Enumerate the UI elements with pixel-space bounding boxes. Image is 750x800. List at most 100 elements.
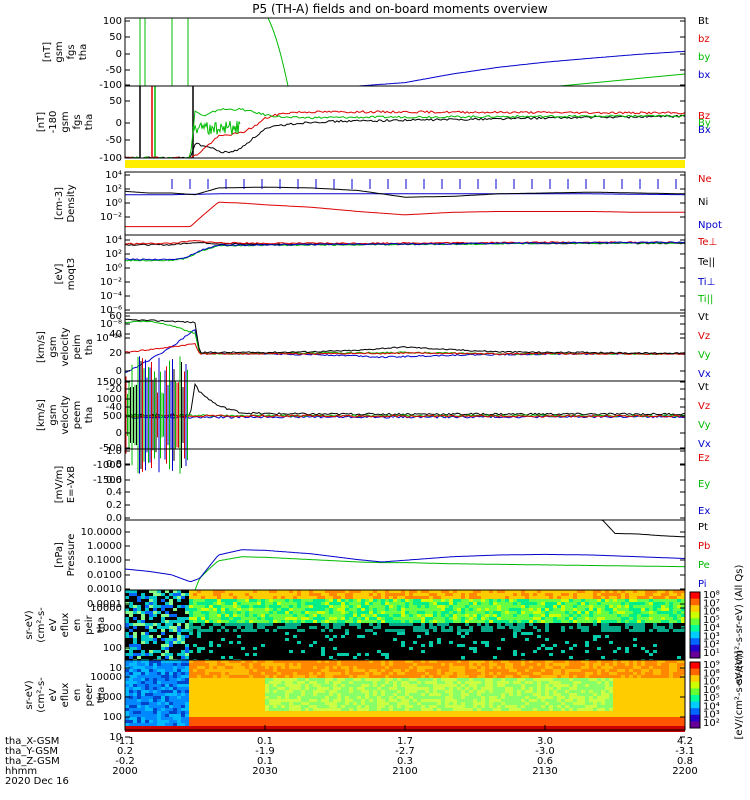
ion-spectrogram-cell [333, 623, 337, 626]
ion-spectrogram-cell [585, 644, 589, 647]
ion-spectrogram-cell [493, 623, 497, 626]
electron-spectrogram-cell [269, 696, 273, 699]
ion-spectrogram-cell [245, 632, 249, 635]
ion-spectrogram-cell [537, 653, 541, 656]
ion-spectrogram-cell [517, 593, 521, 596]
electron-spectrogram-cell [333, 672, 337, 675]
electron-spectrogram-cell [129, 684, 133, 687]
ion-spectrogram-cell [277, 614, 281, 617]
ion-spectrogram-cell [349, 644, 353, 647]
ion-spectrogram-cell [465, 614, 469, 617]
ion-spectrogram-cell [241, 620, 245, 623]
ion-spectrogram-cell [677, 641, 681, 644]
ion-spectrogram-cell [361, 626, 365, 629]
electron-spectrogram-cell [141, 714, 145, 717]
ion-spectrogram-cell [621, 605, 625, 608]
ion-spectrogram-cell [261, 593, 265, 596]
electron-spectrogram-cell [217, 687, 221, 690]
ion-spectrogram-cell [189, 620, 193, 623]
electron-spectrogram-cell [181, 726, 185, 729]
ion-spectrogram-cell [261, 596, 265, 599]
electron-spectrogram-cell [241, 717, 245, 720]
ion-spectrogram-cell [465, 593, 469, 596]
ion-spectrogram-cell [145, 611, 149, 614]
electron-spectrogram-cell [253, 669, 257, 672]
ion-spectrogram-cell [265, 632, 269, 635]
ion-spectrogram-cell [425, 653, 429, 656]
electron-spectrogram-cell [233, 726, 237, 729]
ion-spectrogram-cell [553, 611, 557, 614]
ion-spectrogram-cell [413, 638, 417, 641]
ion-spectrogram-cell [417, 641, 421, 644]
ion-spectrogram-cell [481, 623, 485, 626]
ion-spectrogram-cell [405, 599, 409, 602]
electron-spectrogram-cell [341, 726, 345, 729]
ion-spectrogram-cell [573, 593, 577, 596]
electron-spectrogram-cell [217, 717, 221, 720]
ion-spectrogram-cell [429, 620, 433, 623]
ion-spectrogram-cell [377, 656, 381, 659]
ion-spectrogram-cell [361, 602, 365, 605]
ion-spectrogram-cell [457, 650, 461, 653]
ion-spectrogram-cell [489, 608, 493, 611]
ion-spectrogram-cell [317, 623, 321, 626]
ion-spectrogram-cell [297, 656, 301, 659]
ion-spectrogram-cell [637, 638, 641, 641]
electron-spectrogram-cell [297, 699, 301, 702]
electron-spectrogram-cell [333, 705, 337, 708]
ion-spectrogram-cell [477, 611, 481, 614]
electron-spectrogram-cell [221, 696, 225, 699]
ion-spectrogram-cell [585, 605, 589, 608]
ion-spectrogram-cell [397, 638, 401, 641]
ion-spectrogram-cell [389, 593, 393, 596]
ion-spectrogram-cell [233, 626, 237, 629]
ion-spectrogram-cell [465, 620, 469, 623]
electron-spectrogram-cell [361, 717, 365, 720]
ion-spectrogram-cell [273, 638, 277, 641]
ion-spectrogram-cell [617, 602, 621, 605]
ion-spectrogram-cell [313, 617, 317, 620]
electron-spectrogram-cell [357, 672, 361, 675]
ion-spectrogram-cell [413, 608, 417, 611]
electron-spectrogram-cell [361, 675, 365, 678]
ion-spectrogram-cell [541, 629, 545, 632]
electron-spectrogram-cell [213, 690, 217, 693]
ion-spectrogram-cell [397, 629, 401, 632]
ion-spectrogram-cell [241, 644, 245, 647]
ion-spectrogram-cell [313, 608, 317, 611]
electron-spectrogram-cell [269, 708, 273, 711]
ion-spectrogram-cell [381, 632, 385, 635]
ion-spectrogram-cell [213, 620, 217, 623]
electron-spectrogram-cell [325, 669, 329, 672]
ion-spectrogram-cell [629, 596, 633, 599]
electron-spectrogram-cell [241, 705, 245, 708]
ion-spectrogram-cell [537, 647, 541, 650]
ion-spectrogram-cell [157, 614, 161, 617]
ion-spectrogram-cell [221, 602, 225, 605]
ion-spectrogram-cell [273, 593, 277, 596]
electron-spectrogram-cell [137, 702, 141, 705]
ion-spectrogram-cell [285, 599, 289, 602]
electron-spectrogram-cell [237, 678, 241, 681]
ion-spectrogram-cell [293, 626, 297, 629]
ion-spectrogram-cell [189, 617, 193, 620]
electron-spectrogram-cell [273, 660, 277, 663]
electron-spectrogram-cell [225, 693, 229, 696]
ion-spectrogram-cell [433, 653, 437, 656]
ion-spectrogram-cell [657, 647, 661, 650]
ion-spectrogram-cell [481, 617, 485, 620]
ion-spectrogram-cell [509, 608, 513, 611]
electron-spectrogram-cell [285, 666, 289, 669]
ion-spectrogram-cell [669, 641, 673, 644]
ion-spectrogram-cell [381, 629, 385, 632]
ion-spectrogram-cell [589, 656, 593, 659]
electron-spectrogram-cell [289, 720, 293, 723]
ion-spectrogram-cell [457, 608, 461, 611]
ion-spectrogram-cell [401, 635, 405, 638]
ion-spectrogram-cell [277, 650, 281, 653]
ion-spectrogram-cell [369, 653, 373, 656]
ion-spectrogram-cell [629, 602, 633, 605]
ion-spectrogram-cell [557, 596, 561, 599]
ion-spectrogram-cell [385, 614, 389, 617]
electron-spectrogram-cell [141, 666, 145, 669]
